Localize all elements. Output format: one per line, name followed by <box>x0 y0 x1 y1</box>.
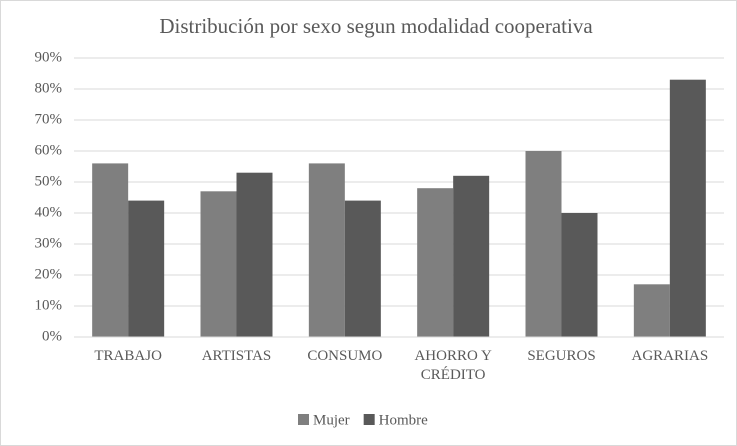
x-tick-label: ARTISTAS <box>201 348 272 364</box>
legend-swatch <box>363 414 375 425</box>
legend-label: Hombre <box>379 412 428 428</box>
bar <box>561 213 598 337</box>
bar <box>669 79 706 337</box>
y-tick-label: 20% <box>35 266 63 282</box>
y-tick-label: 70% <box>35 111 63 127</box>
bar <box>417 188 454 337</box>
y-tick-label: 10% <box>35 297 63 313</box>
bar <box>236 172 273 337</box>
y-tick-label: 50% <box>35 173 63 189</box>
y-tick-label: 60% <box>35 142 63 158</box>
x-tick-label: CONSUMO <box>307 348 383 364</box>
bar <box>200 191 237 337</box>
bar <box>525 151 562 337</box>
bar <box>308 163 345 337</box>
legend-label: Mujer <box>313 412 350 428</box>
y-tick-label: 30% <box>35 235 63 251</box>
y-tick-label: 0% <box>42 328 62 344</box>
bar <box>92 163 129 337</box>
bar <box>453 175 490 337</box>
chart-title: Distribución por sexo segun modalidad co… <box>159 14 593 38</box>
x-tick-label: TRABAJO <box>94 348 162 364</box>
bar <box>344 200 381 337</box>
x-tick-label: SEGUROS <box>527 348 596 364</box>
x-tick-label: AGRARIAS <box>631 348 709 364</box>
y-tick-label: 80% <box>35 80 63 96</box>
bar <box>128 200 165 337</box>
legend-swatch <box>298 414 309 425</box>
x-tick-label: AHORRO Y CRÉDITO <box>414 348 492 383</box>
bar <box>633 284 670 337</box>
y-tick-label: 40% <box>35 204 63 220</box>
y-tick-label: 90% <box>35 49 63 65</box>
